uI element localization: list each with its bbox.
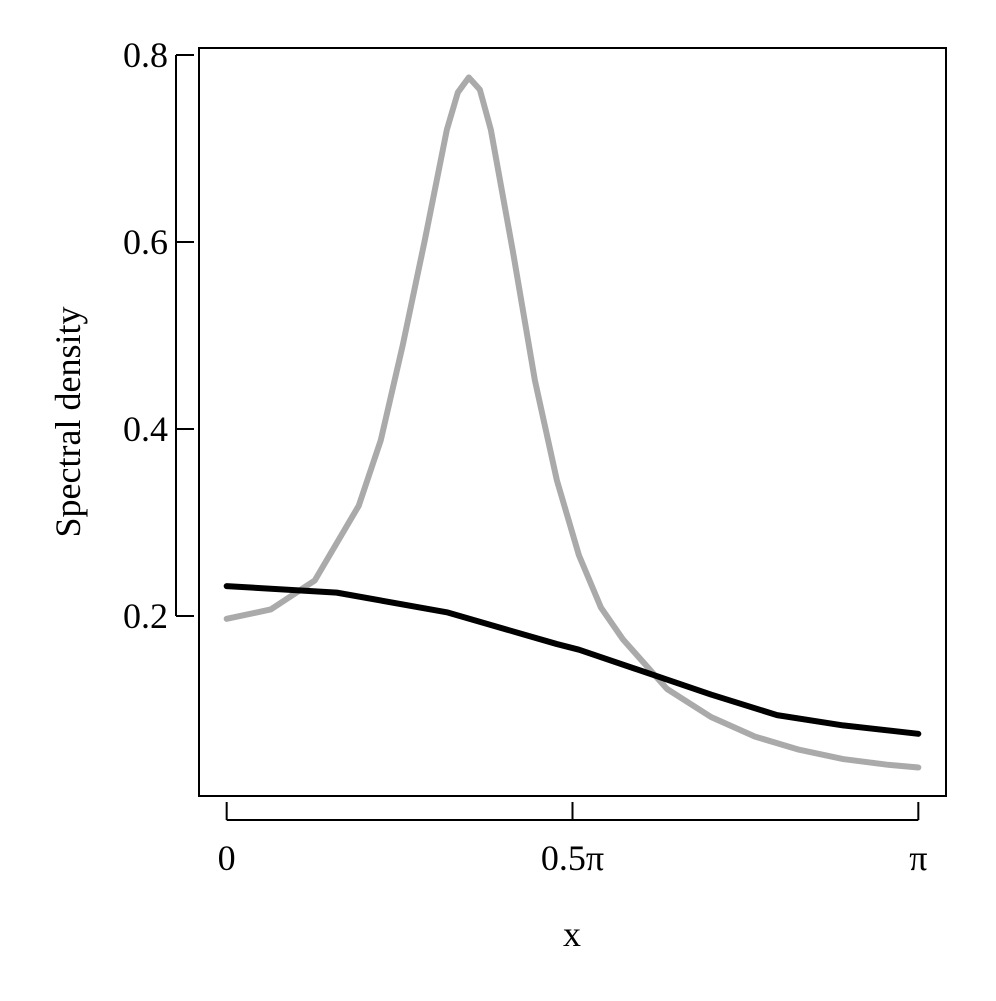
y-tick-label: 0.4 [123, 409, 168, 449]
y-tick-label: 0.8 [123, 35, 168, 75]
x-tick-label: 0 [218, 838, 236, 878]
plot-frame [198, 47, 947, 797]
x-tick-label: 0.5π [541, 838, 604, 878]
x-tick-label: π [909, 838, 927, 878]
x-axis-label: x [563, 914, 581, 954]
y-tick-label: 0.6 [123, 222, 168, 262]
y-tick-label: 0.2 [123, 596, 168, 636]
y-axis-label: Spectral density [48, 307, 88, 538]
series-line [223, 583, 922, 737]
series-line [223, 74, 922, 771]
